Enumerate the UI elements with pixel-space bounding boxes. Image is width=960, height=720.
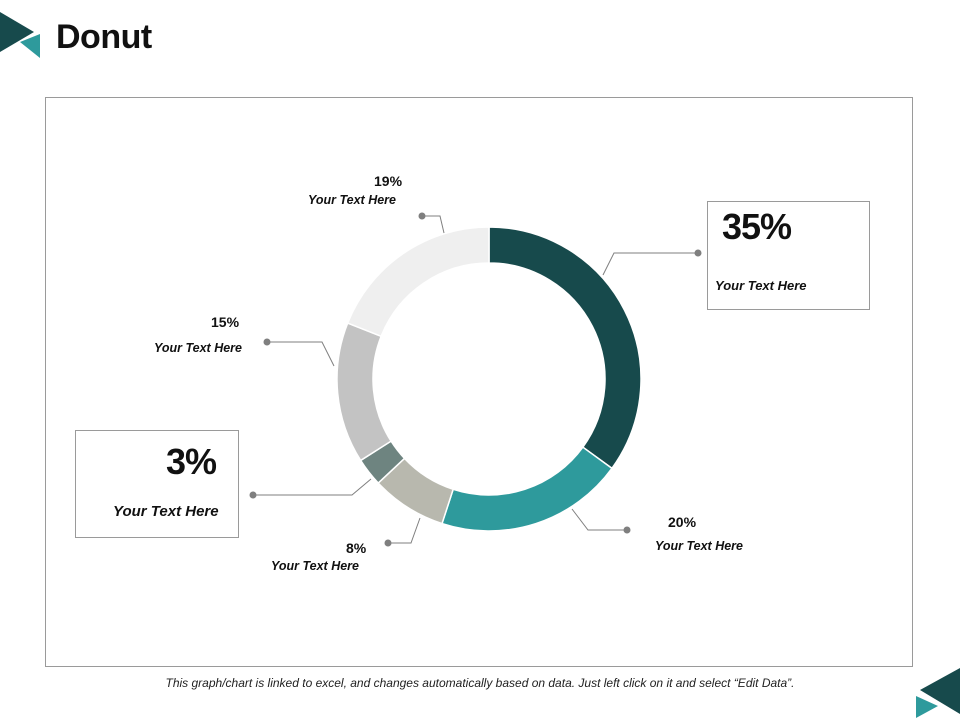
corner-triangle-decoration-bottom-right (916, 668, 960, 718)
teal-triangle-shape (20, 34, 40, 58)
chart-frame (45, 97, 913, 667)
leader-lines (249, 212, 702, 547)
slice-5-label: Your Text Here (154, 341, 242, 355)
donut-slices (336, 226, 642, 532)
leader-line-slice-2 (571, 508, 627, 531)
page-title: Donut (56, 18, 152, 56)
dark-triangle-shape (0, 12, 34, 52)
slice-5-percent: 15% (211, 314, 240, 330)
slice-2-percent: 20% (668, 514, 697, 530)
leader-dot-slice-1 (694, 249, 702, 257)
leader-line-slice-1 (602, 252, 698, 276)
leader-line-slice-5 (267, 341, 335, 367)
leader-line-slice-4 (253, 478, 372, 496)
leader-dot-slice-2 (623, 526, 631, 534)
donut-slice-5 (336, 322, 393, 462)
slice-2-label: Your Text Here (655, 539, 743, 553)
leader-line-slice-6 (422, 215, 445, 234)
teal-triangle-shape (916, 696, 938, 718)
leader-line-slice-3 (388, 517, 421, 544)
slice-6-percent: 19% (374, 173, 403, 189)
callout-box-slice-1: 35% Your Text Here (707, 201, 870, 310)
donut-slice-1 (488, 226, 642, 470)
slice-1-label: Your Text Here (715, 278, 807, 293)
leader-dot-slice-6 (418, 212, 426, 220)
leader-dot-slice-4 (249, 491, 257, 499)
slice-6-label: Your Text Here (308, 193, 396, 207)
leader-dot-slice-3 (384, 539, 392, 547)
slice-4-percent: 3% (166, 441, 217, 482)
leader-dot-slice-5 (263, 338, 271, 346)
corner-triangle-decoration-top-left (0, 12, 40, 58)
slice-4-label: Your Text Here (113, 503, 219, 520)
donut-slice-2 (441, 446, 614, 532)
callout-box-slice-4: 3% Your Text Here (75, 430, 239, 538)
slice-3-percent: 8% (346, 540, 367, 556)
donut-slice-6 (346, 226, 490, 338)
footer-note: This graph/chart is linked to excel, and… (165, 676, 795, 690)
dark-triangle-shape (920, 668, 960, 714)
slice-3-label: Your Text Here (271, 559, 359, 573)
slice-1-percent: 35% (722, 206, 792, 247)
